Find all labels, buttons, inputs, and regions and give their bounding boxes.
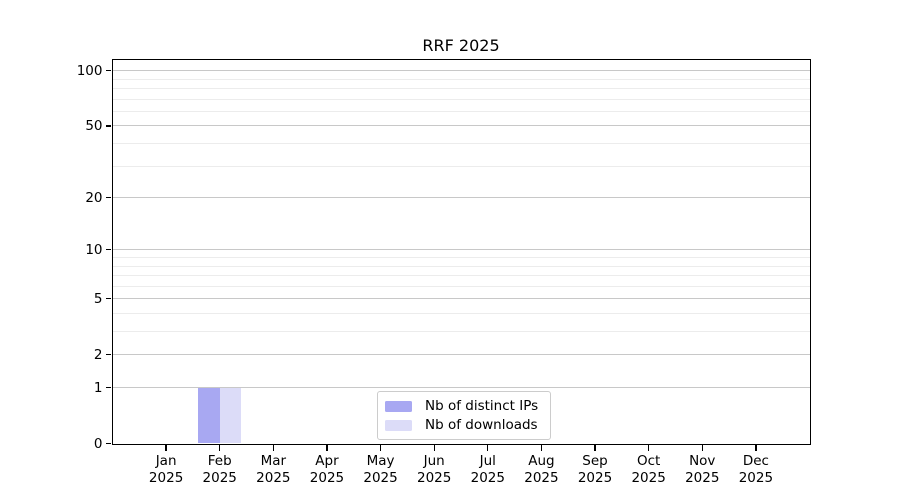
x-tick-mark — [648, 445, 650, 451]
x-tick-label: Nov 2025 — [685, 452, 720, 486]
major-gridline — [112, 387, 810, 388]
y-tick-label: 5 — [93, 290, 103, 307]
major-gridline — [112, 249, 810, 251]
y-tick-label: 0 — [93, 435, 103, 452]
minor-gridline — [112, 331, 810, 332]
y-tick-mark — [105, 298, 111, 300]
x-tick-mark — [487, 445, 489, 451]
legend-swatch-downloads-icon — [385, 419, 412, 431]
legend-entry-downloads: Nb of downloads — [385, 417, 538, 433]
legend-entry-distinct-ips: Nb of distinct IPs — [385, 398, 538, 414]
minor-gridline — [112, 265, 810, 267]
y-tick-mark — [105, 196, 111, 199]
y-tick-label: 50 — [85, 117, 103, 134]
x-tick-mark — [540, 445, 543, 451]
y-tick-label: 100 — [76, 62, 103, 79]
x-tick-mark — [272, 445, 274, 451]
x-tick-label: May 2025 — [363, 452, 398, 486]
minor-gridline — [112, 275, 810, 277]
legend-label-distinct-ips: Nb of distinct IPs — [425, 398, 539, 414]
chart-title: RRF 2025 — [422, 36, 500, 55]
x-tick-label: Aug 2025 — [524, 452, 559, 486]
y-tick-mark — [105, 70, 111, 72]
legend-label-downloads: Nb of downloads — [425, 417, 538, 433]
x-tick-mark — [219, 445, 221, 451]
x-tick-mark — [701, 445, 703, 451]
plot-area: 0 1 2 5 10 20 50 100 Jan 2025 Feb 2025 Mar 2025 Apr 202… — [77, 58, 811, 486]
minor-gridline — [112, 143, 810, 144]
x-tick-mark — [165, 445, 167, 451]
bar-distinct-ips-feb — [198, 387, 220, 444]
x-tick-label: Jul 2025 — [470, 452, 505, 486]
x-tick-mark — [755, 445, 757, 451]
major-gridline — [112, 70, 810, 72]
x-tick-label: Sep 2025 — [577, 452, 613, 486]
x-tick-label: Oct 2025 — [631, 452, 666, 486]
y-tick-label: 1 — [93, 379, 103, 396]
major-gridline — [112, 298, 810, 300]
minor-gridline — [112, 110, 810, 112]
x-tick-mark — [379, 445, 382, 451]
legend-swatch-distinct-ips-icon — [385, 400, 412, 412]
y-tick-mark — [105, 442, 111, 445]
x-tick-mark — [433, 445, 435, 451]
y-tick-mark — [105, 386, 111, 389]
x-tick-mark — [594, 445, 596, 451]
y-tick-label: 10 — [85, 241, 103, 258]
x-tick-label: Jan 2025 — [148, 452, 184, 486]
major-gridline — [112, 125, 810, 127]
x-tick-label: Feb 2025 — [202, 452, 237, 486]
x-tick-label: Jun 2025 — [417, 452, 452, 486]
minor-gridline — [112, 256, 810, 258]
x-tick-label: Mar 2025 — [256, 452, 291, 486]
bar-downloads-feb — [219, 387, 242, 444]
x-tick-label: Dec 2025 — [738, 452, 774, 486]
y-tick-mark — [105, 125, 111, 127]
y-tick-mark — [105, 354, 111, 356]
x-tick-mark — [326, 445, 328, 451]
minor-gridline — [112, 312, 810, 314]
x-tick-label: Apr 2025 — [309, 452, 345, 486]
minor-gridline — [112, 285, 810, 287]
y-tick-label: 20 — [85, 189, 103, 206]
major-gridline — [112, 354, 810, 356]
major-gridline — [112, 197, 810, 199]
minor-gridline — [112, 88, 810, 89]
y-tick-label: 2 — [93, 346, 103, 363]
y-tick-mark — [105, 249, 111, 251]
legend: Nb of distinct IPs Nb of downloads — [377, 391, 552, 440]
minor-gridline — [112, 78, 810, 80]
minor-gridline — [112, 165, 810, 167]
minor-gridline — [112, 98, 810, 100]
